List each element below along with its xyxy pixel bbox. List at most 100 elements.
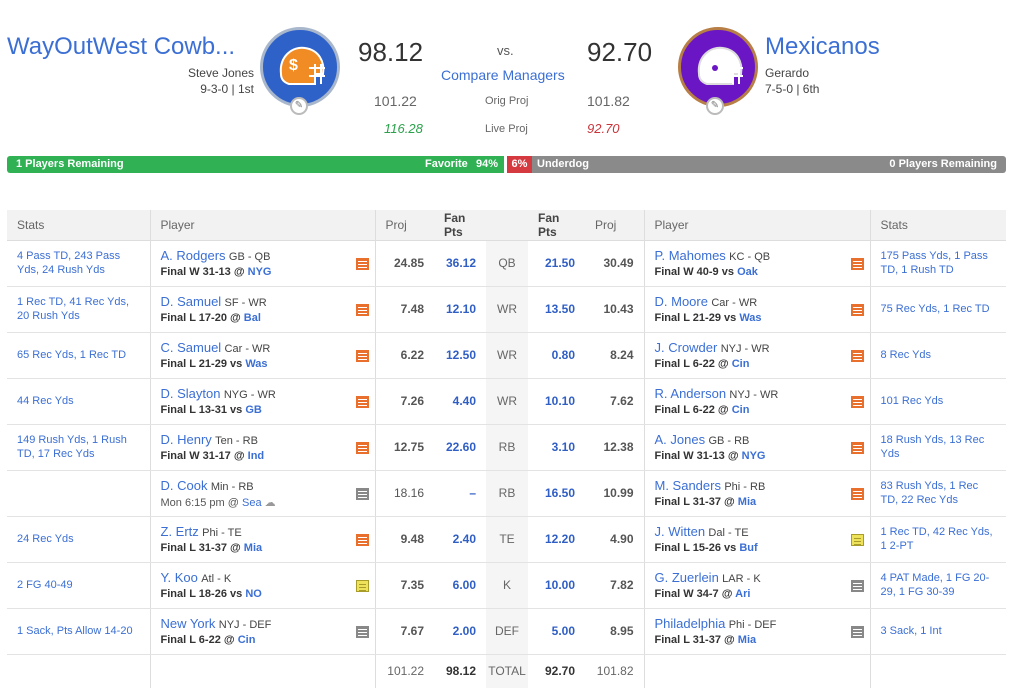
- away-fan-pts[interactable]: 10.10: [528, 378, 585, 425]
- away-game-opponent[interactable]: Buf: [739, 542, 758, 554]
- home-player-stats[interactable]: 2 FG 40-49: [7, 562, 150, 609]
- away-player-stats[interactable]: 8 Rec Yds: [869, 332, 1006, 379]
- home-player-stats[interactable]: 1 Sack, Pts Allow 14-20: [7, 608, 150, 655]
- home-team-logo[interactable]: $: [260, 27, 340, 107]
- home-player-stats[interactable]: 4 Pass TD, 243 Pass Yds, 24 Rush Yds: [7, 240, 150, 287]
- player-news-icon[interactable]: [355, 257, 369, 270]
- home-player-name[interactable]: D. Henry: [160, 432, 212, 447]
- home-fan-pts[interactable]: 22.60: [434, 424, 486, 471]
- player-news-icon[interactable]: [355, 579, 369, 592]
- away-player-name[interactable]: J. Crowder: [654, 340, 718, 355]
- player-news-icon[interactable]: [355, 441, 369, 454]
- away-fan-pts[interactable]: 12.20: [528, 516, 585, 563]
- home-player-name[interactable]: C. Samuel: [160, 340, 222, 355]
- away-fan-pts[interactable]: 5.00: [528, 608, 585, 655]
- away-team-logo[interactable]: [678, 27, 758, 107]
- away-player-name[interactable]: D. Moore: [654, 294, 708, 309]
- home-orig-proj: 101.22: [374, 93, 417, 109]
- away-player-name[interactable]: Philadelphia: [654, 616, 726, 631]
- away-game-opponent[interactable]: Mia: [737, 496, 757, 508]
- away-player-stats[interactable]: 101 Rec Yds: [869, 378, 1006, 425]
- away-team-name[interactable]: Mexicanos: [765, 33, 880, 60]
- away-player-name[interactable]: P. Mahomes: [654, 248, 726, 263]
- player-news-icon[interactable]: [850, 625, 864, 638]
- home-game-opponent[interactable]: Bal: [243, 312, 261, 324]
- player-news-icon[interactable]: [355, 487, 369, 500]
- player-news-icon[interactable]: [850, 579, 864, 592]
- away-player-name[interactable]: R. Anderson: [654, 386, 727, 401]
- home-fan-pts[interactable]: 12.10: [434, 286, 486, 333]
- position-label: TE: [486, 516, 528, 563]
- home-player-name[interactable]: Y. Koo: [160, 570, 198, 585]
- home-fan-pts[interactable]: –: [434, 470, 486, 517]
- home-fan-pts[interactable]: 2.00: [434, 608, 486, 655]
- player-news-icon[interactable]: [355, 303, 369, 316]
- away-player-stats[interactable]: 83 Rush Yds, 1 Rec TD, 22 Rec Yds: [869, 470, 1006, 517]
- away-fan-pts[interactable]: 16.50: [528, 470, 585, 517]
- player-news-icon[interactable]: [355, 625, 369, 638]
- home-player-stats[interactable]: [7, 470, 150, 517]
- player-news-icon[interactable]: [850, 349, 864, 362]
- away-fan-pts[interactable]: 21.50: [528, 240, 585, 287]
- player-news-icon[interactable]: [850, 395, 864, 408]
- home-player-name[interactable]: New York: [160, 616, 216, 631]
- home-game-opponent[interactable]: NYG: [247, 266, 272, 278]
- player-news-icon[interactable]: [850, 487, 864, 500]
- home-edit-icon[interactable]: ✎: [290, 97, 308, 115]
- home-player-stats[interactable]: 65 Rec Yds, 1 Rec TD: [7, 332, 150, 379]
- away-player-name[interactable]: J. Witten: [654, 524, 706, 539]
- player-news-icon[interactable]: [850, 441, 864, 454]
- away-player-stats[interactable]: 4 PAT Made, 1 FG 20-29, 1 FG 30-39: [869, 562, 1006, 609]
- home-player-name[interactable]: D. Slayton: [160, 386, 221, 401]
- away-player-name[interactable]: G. Zuerlein: [654, 570, 719, 585]
- home-player-name[interactable]: A. Rodgers: [160, 248, 226, 263]
- away-player-stats[interactable]: 75 Rec Yds, 1 Rec TD: [869, 286, 1006, 333]
- away-player-stats[interactable]: 1 Rec TD, 42 Rec Yds, 1 2-PT: [869, 516, 1006, 563]
- away-player-stats[interactable]: 18 Rush Yds, 13 Rec Yds: [869, 424, 1006, 471]
- away-edit-icon[interactable]: ✎: [706, 97, 724, 115]
- away-game-opponent[interactable]: Mia: [737, 634, 757, 646]
- player-news-icon[interactable]: [355, 349, 369, 362]
- away-fan-pts[interactable]: 10.00: [528, 562, 585, 609]
- home-team-name[interactable]: WayOutWest Cowb...: [7, 33, 236, 60]
- home-player-stats[interactable]: 44 Rec Yds: [7, 378, 150, 425]
- away-game-opponent[interactable]: Cin: [731, 358, 750, 370]
- home-fan-pts[interactable]: 12.50: [434, 332, 486, 379]
- home-player-name[interactable]: D. Cook: [160, 477, 208, 493]
- player-news-icon[interactable]: [850, 533, 864, 546]
- compare-managers-link[interactable]: Compare Managers: [441, 67, 565, 83]
- home-fan-pts[interactable]: 36.12: [434, 240, 486, 287]
- player-news-icon[interactable]: [355, 533, 369, 546]
- away-player-name[interactable]: M. Sanders: [654, 478, 721, 493]
- away-game-opponent[interactable]: Cin: [731, 404, 750, 416]
- away-player-stats[interactable]: 175 Pass Yds, 1 Pass TD, 1 Rush TD: [869, 240, 1006, 287]
- away-fan-pts[interactable]: 0.80: [528, 332, 585, 379]
- home-player-name[interactable]: D. Samuel: [160, 294, 222, 309]
- home-game-opponent[interactable]: Ind: [247, 450, 265, 462]
- home-game-opponent[interactable]: Mia: [243, 542, 263, 554]
- away-fan-pts[interactable]: 3.10: [528, 424, 585, 471]
- away-game-opponent[interactable]: Ari: [735, 588, 751, 600]
- away-player-stats[interactable]: 3 Sack, 1 Int: [869, 608, 1006, 655]
- home-player-stats[interactable]: 1 Rec TD, 41 Rec Yds, 20 Rush Yds: [7, 286, 150, 333]
- home-fan-pts[interactable]: 2.40: [434, 516, 486, 563]
- home-fan-pts[interactable]: 6.00: [434, 562, 486, 609]
- away-game-opponent[interactable]: Oak: [737, 266, 758, 278]
- away-game-opponent[interactable]: Was: [739, 312, 762, 324]
- home-player-stats[interactable]: 24 Rec Yds: [7, 516, 150, 563]
- away-fan-pts[interactable]: 13.50: [528, 286, 585, 333]
- home-game-opponent[interactable]: Sea: [242, 496, 262, 509]
- home-game-opponent[interactable]: Was: [245, 358, 268, 370]
- home-player-stats[interactable]: 149 Rush Yds, 1 Rush TD, 17 Rec Yds: [7, 424, 150, 471]
- home-game-opponent[interactable]: Cin: [237, 634, 256, 646]
- away-game-opponent[interactable]: NYG: [741, 450, 766, 462]
- away-player-name[interactable]: A. Jones: [654, 432, 706, 447]
- away-player-cell: M. Sanders Phi - RB Final L 31-37 @ Mia: [643, 470, 828, 517]
- player-news-icon[interactable]: [850, 303, 864, 316]
- player-news-icon[interactable]: [850, 257, 864, 270]
- home-player-name[interactable]: Z. Ertz: [160, 524, 199, 539]
- home-game-opponent[interactable]: GB: [245, 404, 262, 416]
- player-news-icon[interactable]: [355, 395, 369, 408]
- home-game-opponent[interactable]: NO: [245, 588, 262, 600]
- home-fan-pts[interactable]: 4.40: [434, 378, 486, 425]
